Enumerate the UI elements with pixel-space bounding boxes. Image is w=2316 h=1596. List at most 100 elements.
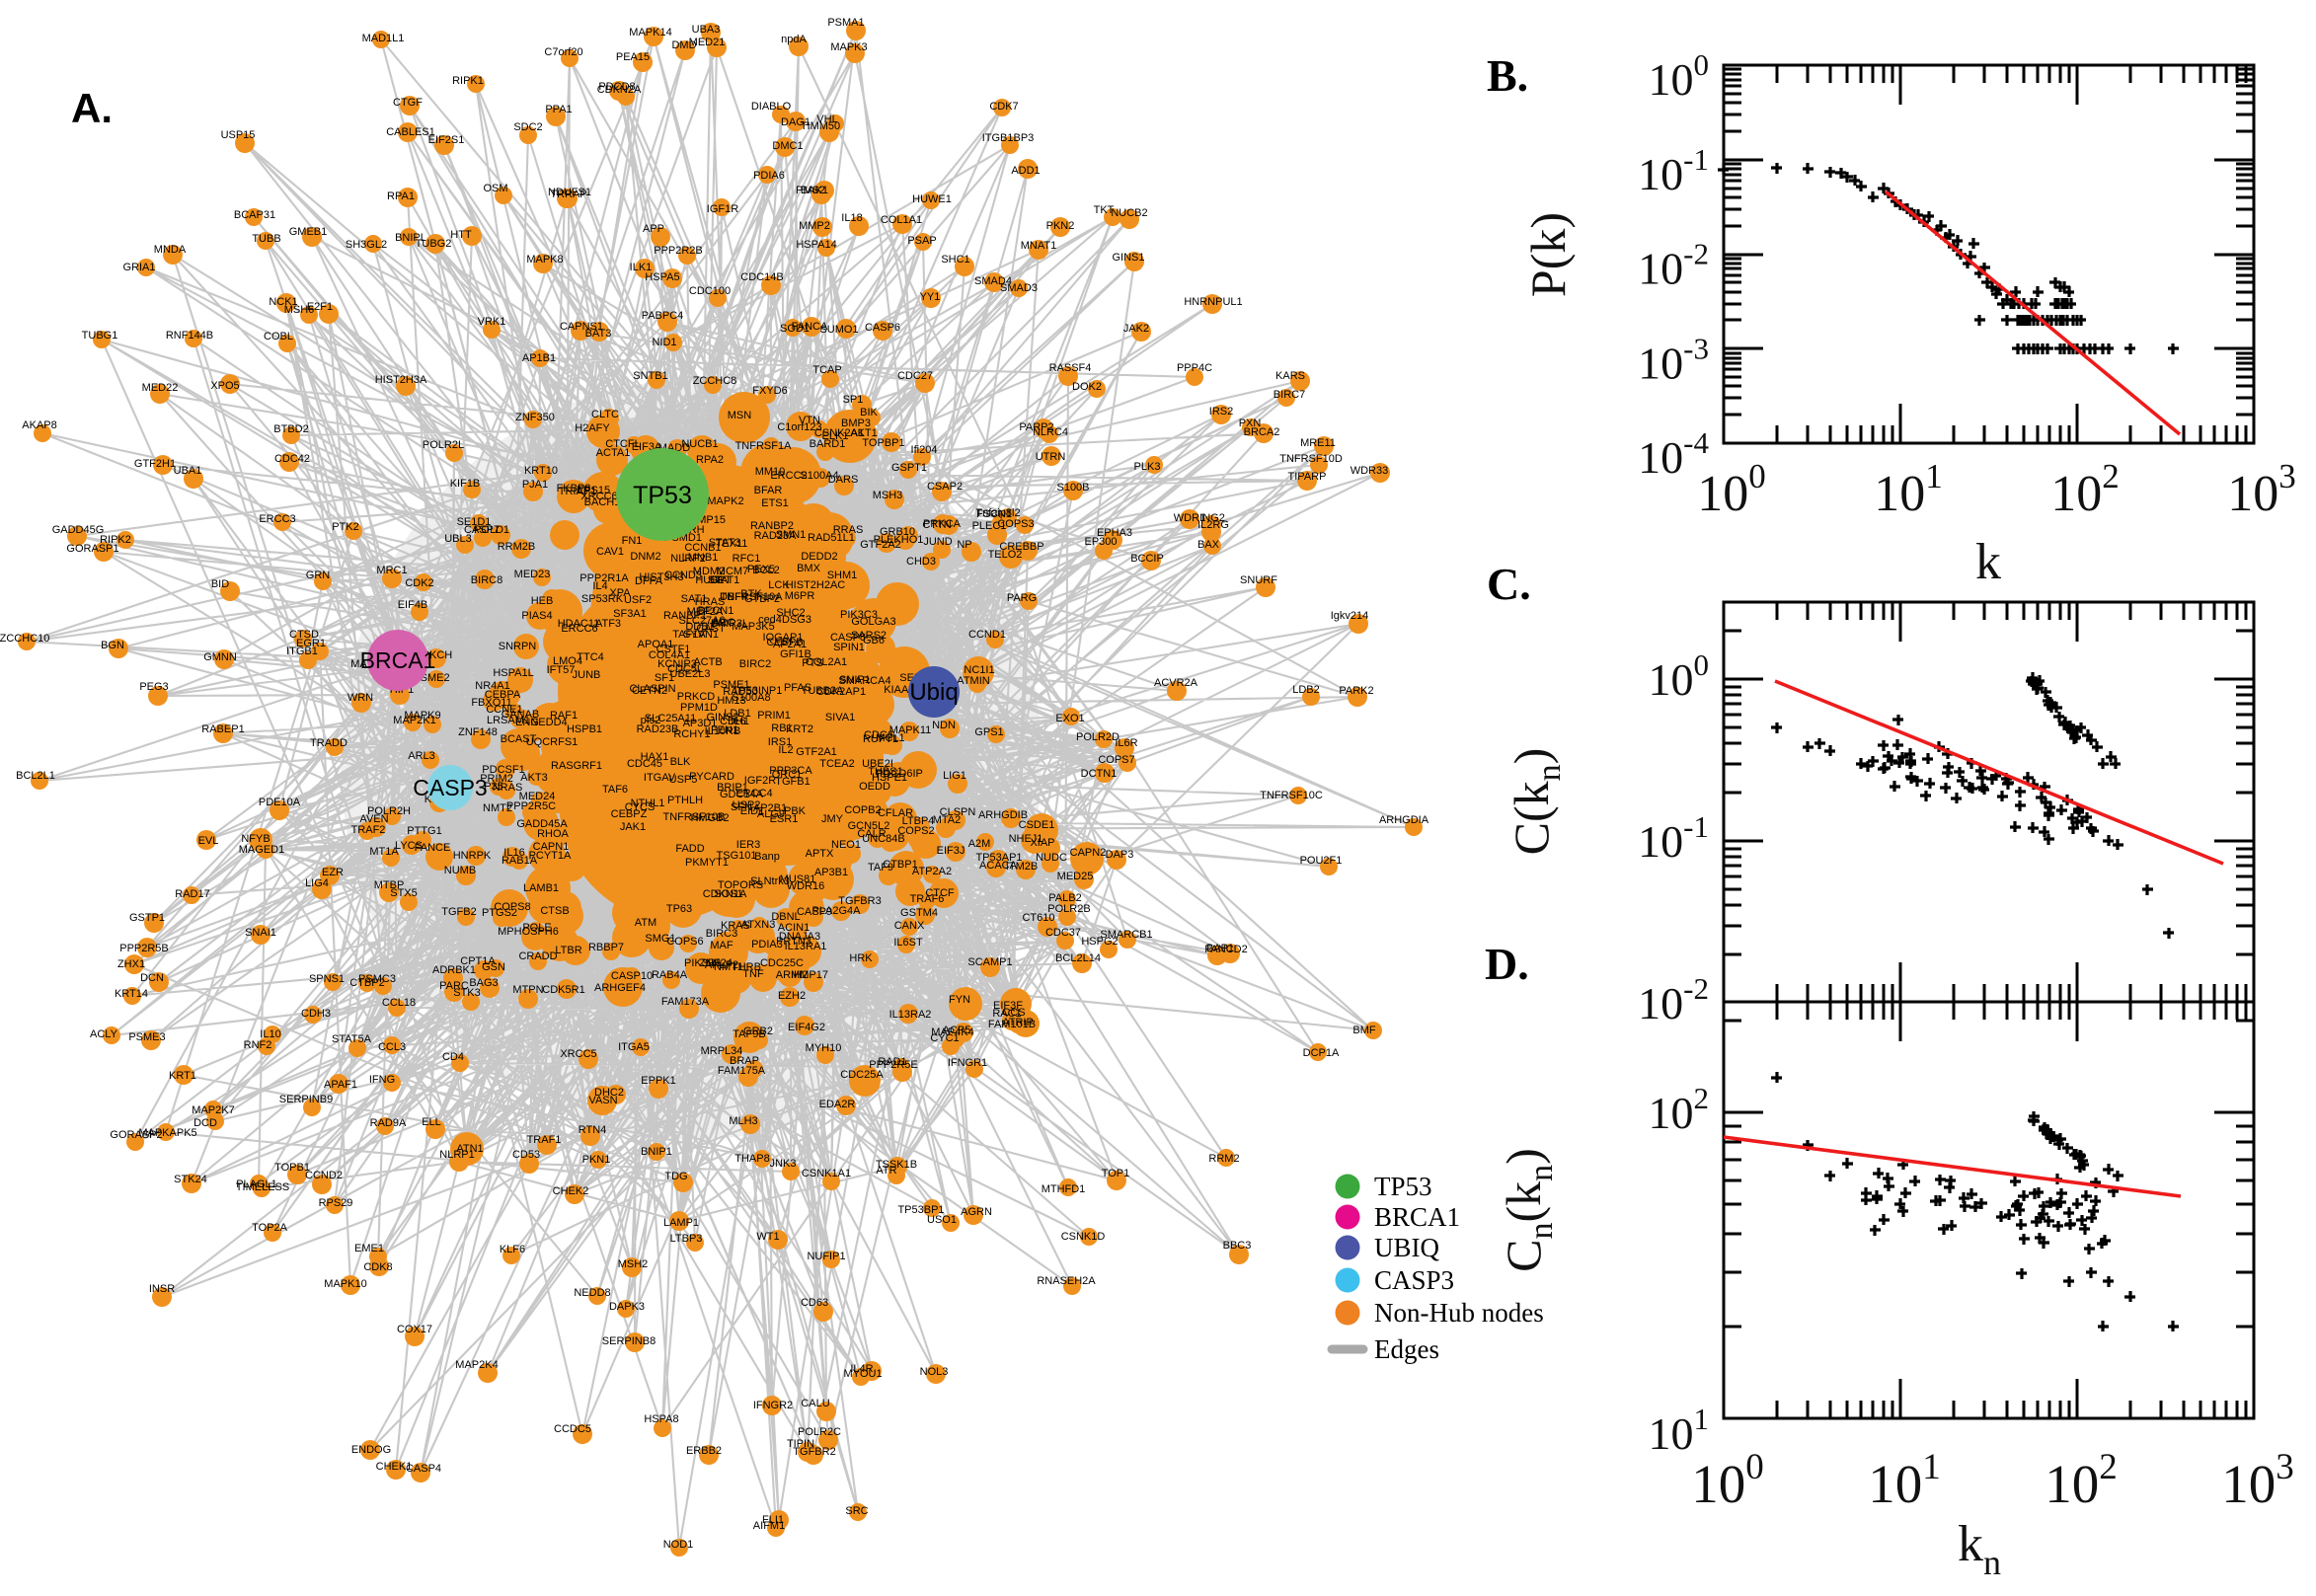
svg-text:MPHOSPH6: MPHOSPH6: [498, 926, 559, 938]
svg-text:k: k: [1975, 534, 2001, 590]
svg-text:SHC2: SHC2: [776, 607, 805, 619]
svg-text:TUBB2A: TUBB2A: [802, 685, 844, 697]
svg-text:NLRP2: NLRP2: [670, 553, 705, 565]
svg-text:HSPA8: HSPA8: [644, 1413, 678, 1425]
svg-text:S100B: S100B: [1056, 482, 1089, 494]
svg-text:VTN: VTN: [799, 415, 820, 426]
svg-text:ATMIN: ATMIN: [957, 675, 989, 687]
svg-text:ITGAV: ITGAV: [644, 772, 676, 784]
svg-text:BCL2: BCL2: [752, 565, 780, 576]
svg-text:ARC: ARC: [712, 617, 734, 629]
svg-text:MM10: MM10: [755, 466, 786, 478]
svg-text:NID1: NID1: [652, 337, 676, 348]
svg-text:NMT1: NMT1: [714, 961, 743, 973]
svg-text:CDK5R1: CDK5R1: [542, 984, 584, 996]
svg-text:Igkv214: Igkv214: [1331, 610, 1369, 622]
svg-text:HIST2H3A: HIST2H3A: [375, 374, 427, 386]
svg-text:AVEN: AVEN: [359, 813, 388, 825]
svg-text:CSDE1: CSDE1: [1019, 819, 1055, 831]
svg-text:ITGA5: ITGA5: [618, 1041, 650, 1053]
svg-text:CEBPZ: CEBPZ: [611, 808, 648, 820]
svg-text:ALG9: ALG9: [757, 808, 785, 820]
svg-text:CD53: CD53: [512, 1149, 540, 1161]
svg-text:CLSPN: CLSPN: [940, 806, 976, 818]
svg-text:CDC14B: CDC14B: [740, 271, 783, 283]
svg-text:IL6: IL6: [731, 716, 745, 727]
svg-text:HNRPK: HNRPK: [453, 850, 492, 862]
svg-text:S100A8: S100A8: [732, 692, 770, 704]
svg-text:ATRIP: ATRIP: [1002, 1017, 1034, 1028]
svg-text:ced4: ced4: [758, 614, 782, 626]
svg-text:IFT57: IFT57: [547, 664, 576, 676]
svg-text:PPP2R5E: PPP2R5E: [869, 1059, 918, 1071]
svg-text:SNURF: SNURF: [1240, 574, 1277, 586]
svg-text:HSPA1L: HSPA1L: [493, 667, 533, 679]
svg-text:CASP3: CASP3: [1374, 1265, 1454, 1295]
svg-text:CTSB: CTSB: [540, 905, 569, 917]
svg-text:MUS81: MUS81: [780, 874, 816, 885]
svg-text:CTSD: CTSD: [289, 629, 319, 641]
svg-text:AKAP8: AKAP8: [22, 419, 56, 431]
svg-text:EID1: EID1: [740, 805, 764, 817]
svg-text:S100A4: S100A4: [800, 470, 838, 482]
svg-text:FBXO11: FBXO11: [471, 697, 511, 709]
svg-text:BMX: BMX: [797, 563, 821, 574]
svg-text:THRB: THRB: [732, 961, 761, 973]
svg-text:10-2: 10-2: [1638, 971, 1709, 1028]
svg-text:SMN1: SMN1: [776, 529, 807, 541]
svg-text:TDG: TDG: [664, 1171, 687, 1182]
svg-text:GORASP1: GORASP1: [66, 543, 118, 555]
svg-text:NR4A1: NR4A1: [475, 680, 509, 692]
svg-text:GTF2H1: GTF2H1: [134, 458, 176, 470]
svg-text:FSCN1: FSCN1: [976, 508, 1012, 520]
svg-text:RNF144B: RNF144B: [166, 330, 213, 342]
svg-text:RAD50: RAD50: [723, 686, 757, 698]
svg-text:COPS2: COPS2: [897, 825, 934, 837]
svg-text:SPNS1: SPNS1: [309, 973, 345, 985]
svg-text:FANCE: FANCE: [415, 842, 451, 854]
svg-text:THBS1: THBS1: [868, 766, 902, 778]
svg-text:npdA: npdA: [781, 34, 807, 45]
svg-text:CDC25A: CDC25A: [840, 1069, 884, 1081]
svg-text:CASP10: CASP10: [611, 970, 653, 982]
svg-text:C1orf123: C1orf123: [777, 421, 821, 433]
svg-text:MTBP: MTBP: [374, 879, 405, 891]
svg-text:GADD45G: GADD45G: [52, 524, 105, 536]
svg-text:HSPA5: HSPA5: [645, 271, 679, 283]
svg-text:NEDD4: NEDD4: [530, 717, 567, 728]
svg-text:CDK2AP1: CDK2AP1: [816, 686, 866, 698]
svg-text:Banp: Banp: [754, 851, 780, 863]
svg-text:CASP8: CASP8: [830, 632, 866, 644]
svg-text:POLE: POLE: [522, 922, 551, 934]
svg-text:GPS1: GPS1: [974, 726, 1003, 738]
svg-text:ZCCHC10: ZCCHC10: [0, 633, 49, 645]
svg-text:GSN: GSN: [482, 961, 505, 973]
svg-text:FAM173A: FAM173A: [661, 996, 710, 1008]
svg-text:NDN: NDN: [932, 720, 956, 731]
svg-text:ENDOG: ENDOG: [351, 1444, 391, 1456]
svg-text:EGR1: EGR1: [296, 638, 326, 649]
svg-text:TUBG2: TUBG2: [416, 238, 452, 250]
svg-text:RAB4A: RAB4A: [652, 969, 688, 981]
svg-text:A.: A.: [71, 85, 113, 131]
svg-text:POLR2C: POLR2C: [798, 1426, 841, 1438]
svg-text:AP1B1: AP1B1: [522, 352, 556, 364]
svg-text:KRT14: KRT14: [115, 988, 148, 1000]
svg-text:DCD: DCD: [193, 1117, 217, 1129]
svg-text:MAPK11: MAPK11: [889, 724, 932, 736]
svg-text:HM13: HM13: [717, 695, 745, 707]
svg-text:MYOU1: MYOU1: [843, 1368, 882, 1380]
svg-text:PPM1D: PPM1D: [680, 702, 718, 714]
svg-text:DPT: DPT: [710, 574, 732, 586]
svg-text:MRC1: MRC1: [376, 565, 407, 576]
svg-text:UNC84B: UNC84B: [862, 833, 904, 845]
svg-text:COBL: COBL: [264, 331, 293, 342]
svg-text:PARP2: PARP2: [1019, 421, 1053, 433]
svg-text:MAPK9: MAPK9: [404, 710, 440, 722]
svg-text:ARHGEF4: ARHGEF4: [594, 982, 646, 994]
svg-text:APLP2: APLP2: [705, 959, 738, 971]
svg-text:HUS1: HUS1: [695, 574, 724, 586]
svg-text:LTBP4: LTBP4: [902, 815, 935, 827]
svg-text:TSG101: TSG101: [717, 850, 757, 862]
svg-text:KRT10: KRT10: [524, 465, 558, 477]
